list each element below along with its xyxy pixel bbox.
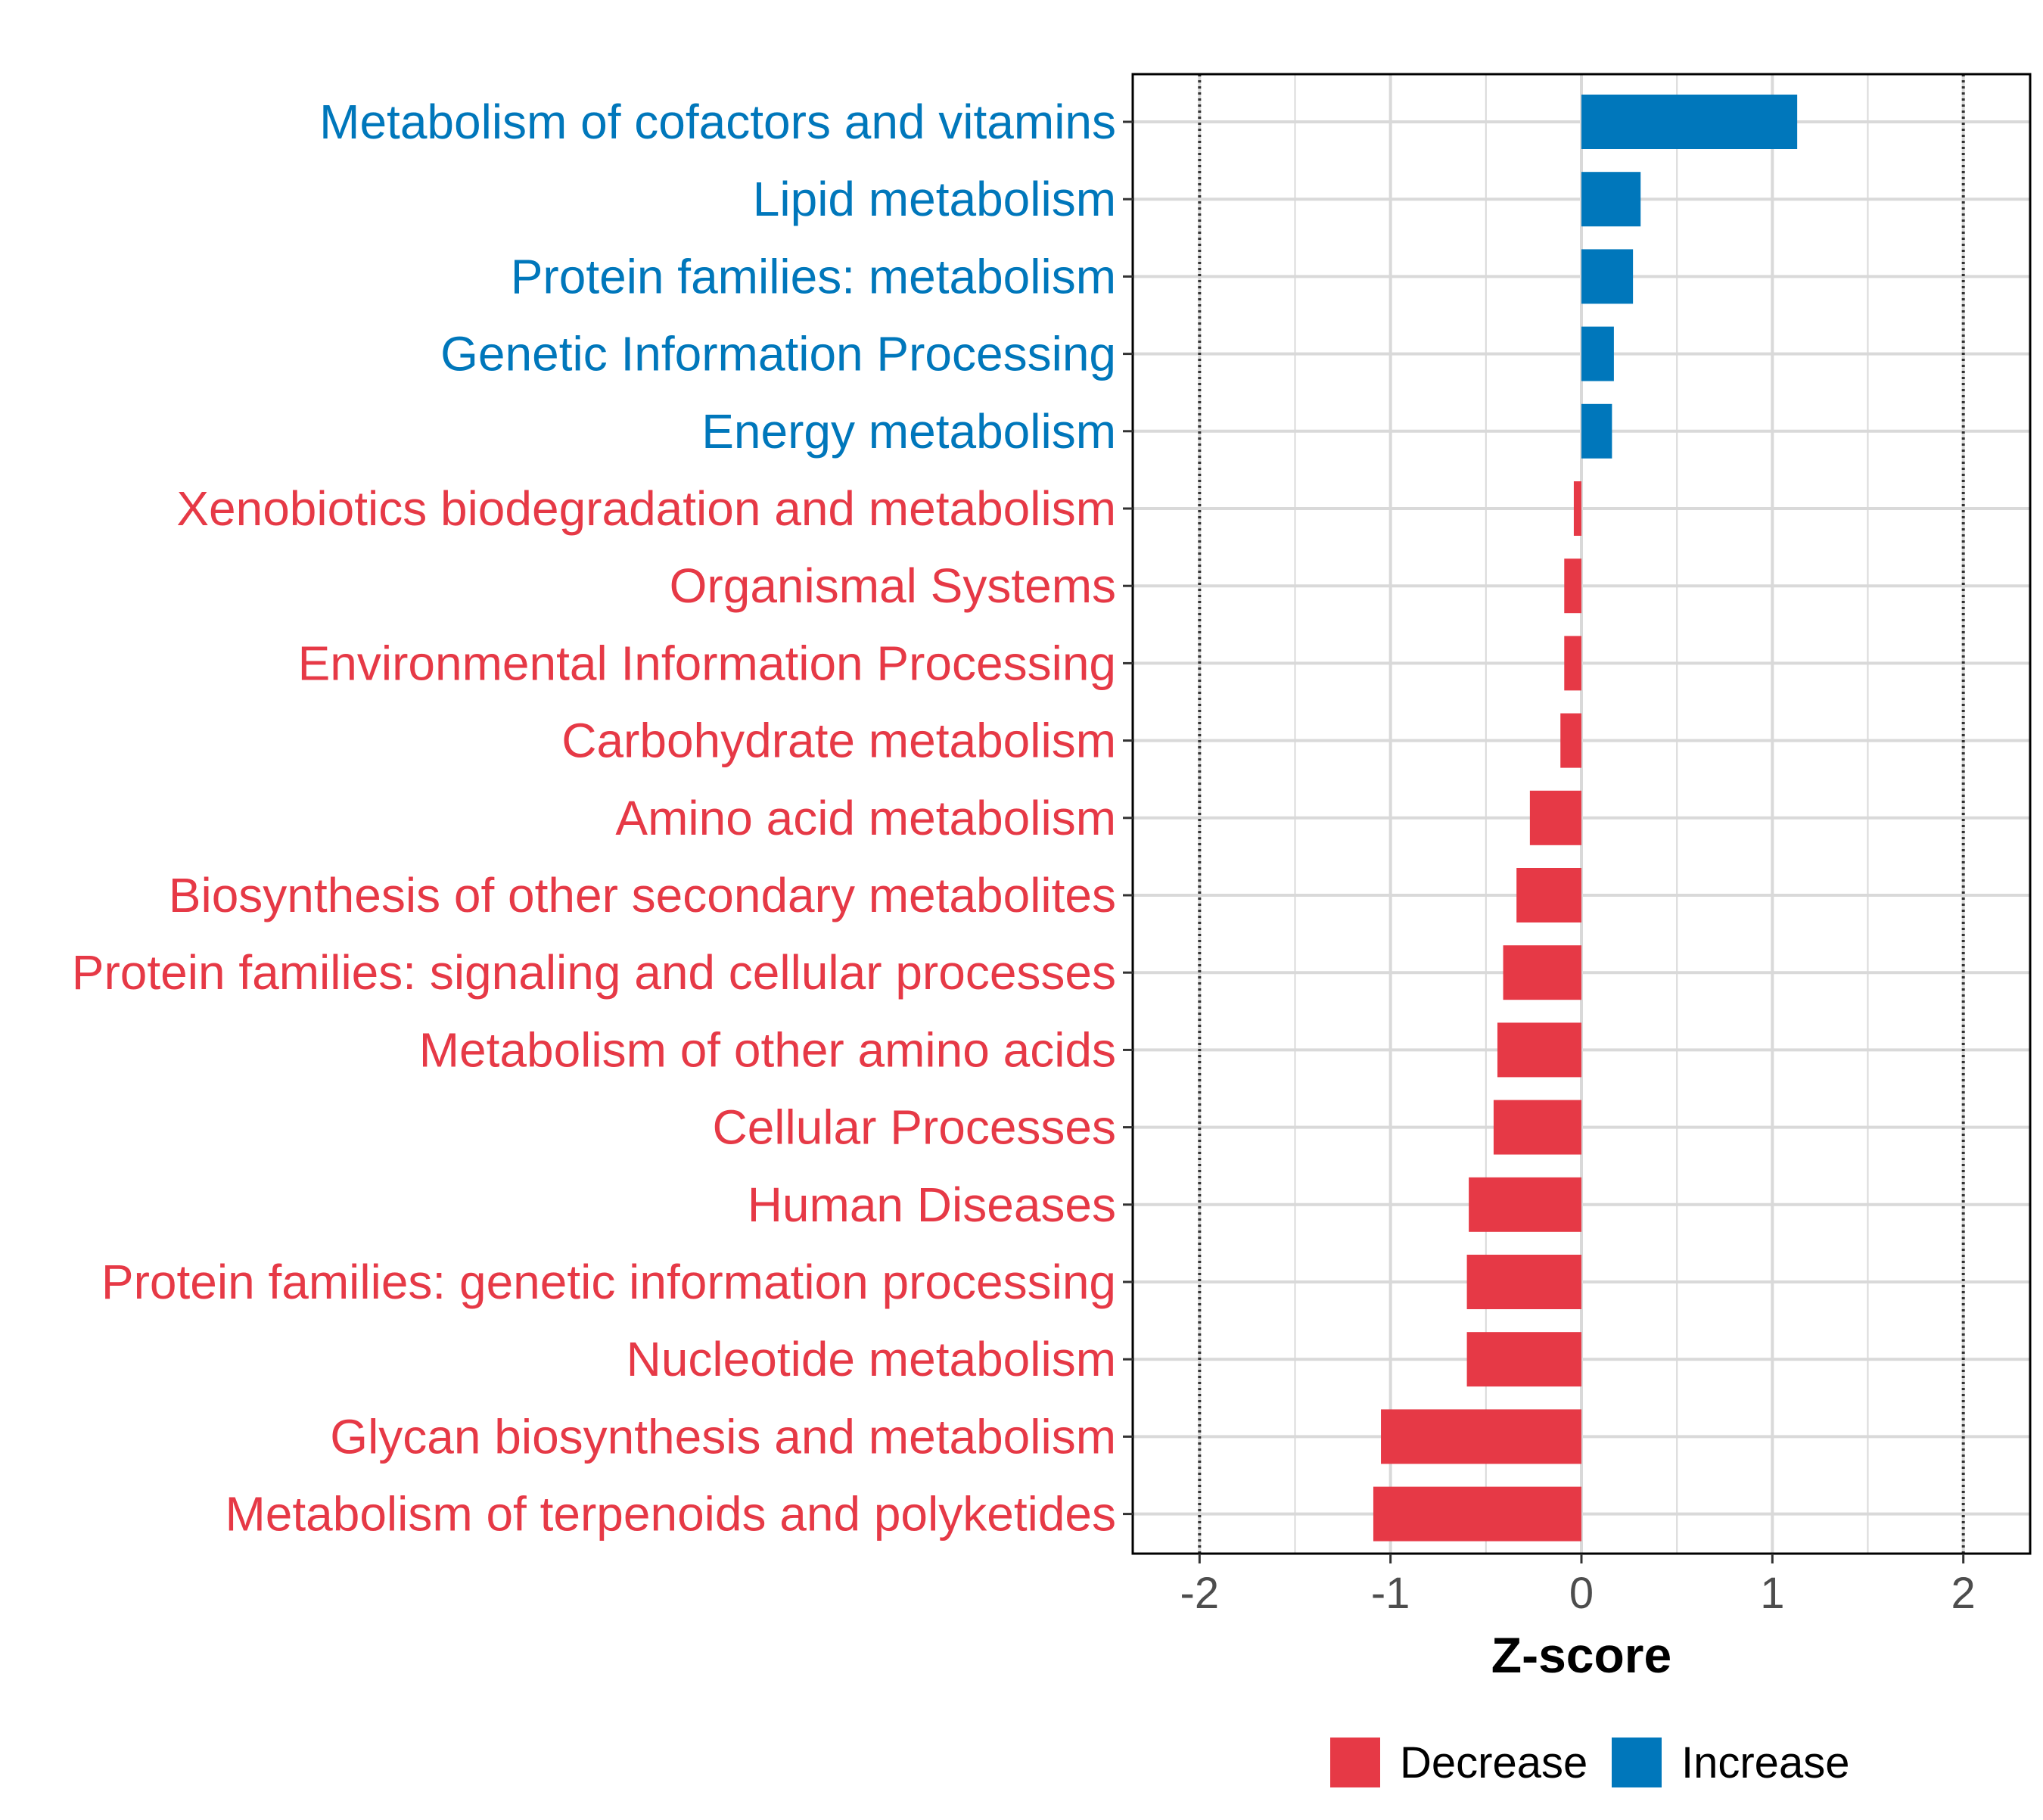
bar <box>1466 1332 1581 1387</box>
category-label: Organismal Systems <box>670 558 1116 613</box>
bar <box>1516 868 1581 922</box>
category-label: Xenobiotics biodegradation and metabolis… <box>176 481 1116 536</box>
bar <box>1373 1486 1581 1542</box>
legend-swatch-decrease <box>1330 1738 1380 1787</box>
x-tick-label: 0 <box>1569 1569 1594 1618</box>
bar <box>1469 1177 1581 1232</box>
bar <box>1581 249 1634 304</box>
y-axis-ticks <box>1123 120 1133 1516</box>
category-label: Environmental Information Processing <box>298 636 1116 690</box>
bar <box>1560 713 1581 768</box>
reference-lines <box>1198 74 1965 1554</box>
category-label: Nucleotide metabolism <box>627 1332 1116 1386</box>
legend-label-increase: Increase <box>1681 1738 1849 1787</box>
bar <box>1564 558 1581 614</box>
x-tick-label: -2 <box>1180 1569 1220 1618</box>
bar <box>1581 95 1798 149</box>
category-label: Amino acid metabolism <box>615 791 1116 845</box>
x-tick-label: -1 <box>1371 1569 1410 1618</box>
bar <box>1573 481 1581 536</box>
category-label: Protein families: metabolism <box>511 249 1116 303</box>
category-label: Genetic Information Processing <box>440 327 1116 381</box>
bar <box>1581 403 1612 459</box>
bar <box>1493 1100 1581 1155</box>
bar <box>1564 636 1581 691</box>
bar <box>1466 1255 1581 1309</box>
x-axis-title: Z-score <box>1491 1627 1671 1683</box>
legend: Decrease Increase <box>1330 1738 1849 1787</box>
category-label: Protein families: genetic information pr… <box>101 1255 1116 1309</box>
category-label: Carbohydrate metabolism <box>561 714 1116 768</box>
bars <box>1373 95 1798 1542</box>
category-label: Lipid metabolism <box>753 172 1116 226</box>
x-tick-label: 1 <box>1760 1569 1784 1618</box>
bar <box>1497 1022 1581 1078</box>
bar <box>1581 172 1641 227</box>
y-axis-category-labels: Metabolism of cofactors and vitamins Lipi… <box>72 95 1116 1542</box>
x-tick-label: 2 <box>1951 1569 1976 1618</box>
legend-swatch-increase <box>1612 1738 1662 1787</box>
bar <box>1581 326 1614 381</box>
bar <box>1503 945 1581 1000</box>
legend-label-decrease: Decrease <box>1400 1738 1587 1787</box>
bar <box>1381 1409 1581 1464</box>
category-label: Cellular Processes <box>712 1100 1116 1155</box>
category-label: Glycan biosynthesis and metabolism <box>330 1409 1116 1464</box>
x-axis-ticks: -2 -1 0 1 2 <box>1180 1554 1976 1618</box>
category-label: Biosynthesis of other secondary metaboli… <box>169 868 1116 922</box>
category-label: Metabolism of terpenoids and polyketides <box>225 1487 1116 1542</box>
bar <box>1529 790 1581 845</box>
category-label: Energy metabolism <box>701 404 1116 459</box>
category-label: Protein families: signaling and cellular… <box>72 945 1116 1000</box>
category-label: Metabolism of cofactors and vitamins <box>319 95 1116 149</box>
category-label: Human Diseases <box>748 1178 1116 1232</box>
category-label: Metabolism of other amino acids <box>419 1022 1116 1077</box>
